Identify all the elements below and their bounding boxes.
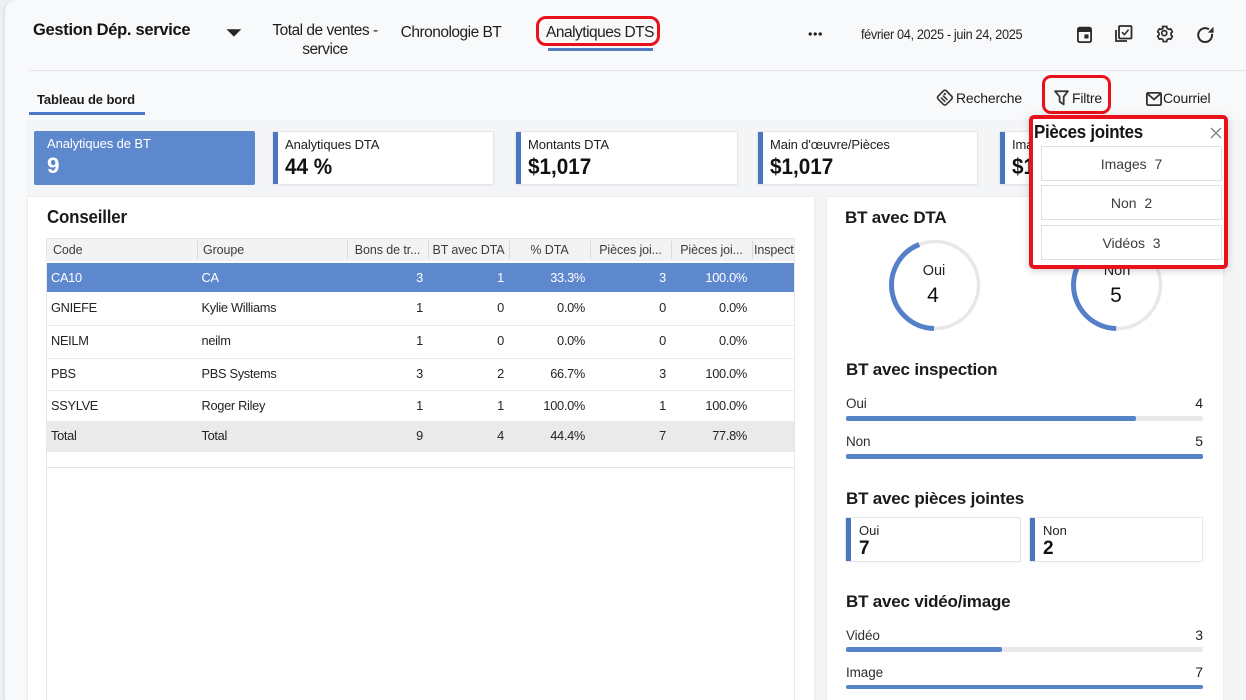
svg-text:4: 4 <box>927 284 939 307</box>
svg-text:5: 5 <box>1110 284 1122 307</box>
svg-text:Oui: Oui <box>923 263 946 279</box>
